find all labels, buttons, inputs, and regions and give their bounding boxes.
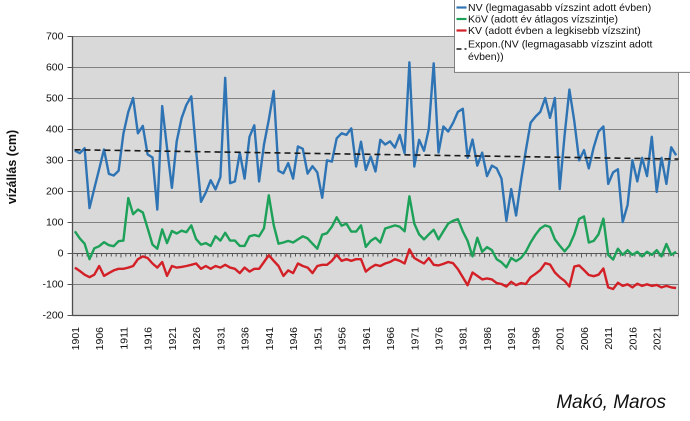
svg-text:1976: 1976 — [434, 327, 446, 351]
svg-text:2016: 2016 — [627, 327, 639, 351]
svg-text:2006: 2006 — [579, 327, 591, 351]
svg-text:évben)): évben)) — [468, 51, 504, 63]
svg-text:1901: 1901 — [70, 327, 82, 351]
svg-text:1936: 1936 — [240, 327, 252, 351]
svg-text:-100: -100 — [42, 278, 63, 290]
svg-text:500: 500 — [46, 92, 64, 104]
svg-text:0: 0 — [58, 247, 64, 259]
svg-text:-200: -200 — [42, 309, 63, 321]
svg-text:vízállás (cm): vízállás (cm) — [5, 130, 19, 204]
svg-text:1941: 1941 — [264, 327, 276, 351]
svg-text:100: 100 — [46, 216, 64, 228]
svg-text:1946: 1946 — [288, 327, 300, 351]
svg-text:1906: 1906 — [94, 327, 106, 351]
svg-text:KV (adott évben a legkisebb ví: KV (adott évben a legkisebb vízszint) — [468, 25, 641, 37]
svg-text:1961: 1961 — [361, 327, 373, 351]
svg-text:1916: 1916 — [143, 327, 155, 351]
svg-text:Makó, Maros: Makó, Maros — [556, 392, 666, 413]
svg-text:1991: 1991 — [506, 327, 518, 351]
svg-text:1966: 1966 — [385, 327, 397, 351]
svg-text:NV (legmagasabb vízszint adott: NV (legmagasabb vízszint adott évben) — [468, 2, 651, 14]
svg-text:1951: 1951 — [312, 327, 324, 351]
svg-text:300: 300 — [46, 154, 64, 166]
svg-text:2021: 2021 — [652, 327, 664, 351]
svg-text:1911: 1911 — [118, 327, 130, 350]
svg-text:KöV (adott év átlagos vízszint: KöV (adott év átlagos vízszintje) — [468, 13, 618, 25]
svg-text:1921: 1921 — [167, 327, 179, 351]
svg-text:2001: 2001 — [555, 327, 567, 351]
svg-text:600: 600 — [46, 61, 64, 73]
svg-text:400: 400 — [46, 123, 64, 135]
svg-text:2011: 2011 — [603, 327, 615, 350]
svg-text:1981: 1981 — [458, 327, 470, 351]
svg-text:1926: 1926 — [191, 327, 203, 351]
svg-text:1996: 1996 — [530, 327, 542, 351]
svg-text:Expon.(NV (legmagasabb vízszin: Expon.(NV (legmagasabb vízszint adott — [468, 38, 653, 50]
svg-text:1971: 1971 — [409, 327, 421, 351]
svg-text:1931: 1931 — [215, 327, 227, 351]
svg-text:1956: 1956 — [337, 327, 349, 351]
svg-text:700: 700 — [46, 30, 64, 42]
svg-text:200: 200 — [46, 185, 64, 197]
svg-text:1986: 1986 — [482, 327, 494, 351]
